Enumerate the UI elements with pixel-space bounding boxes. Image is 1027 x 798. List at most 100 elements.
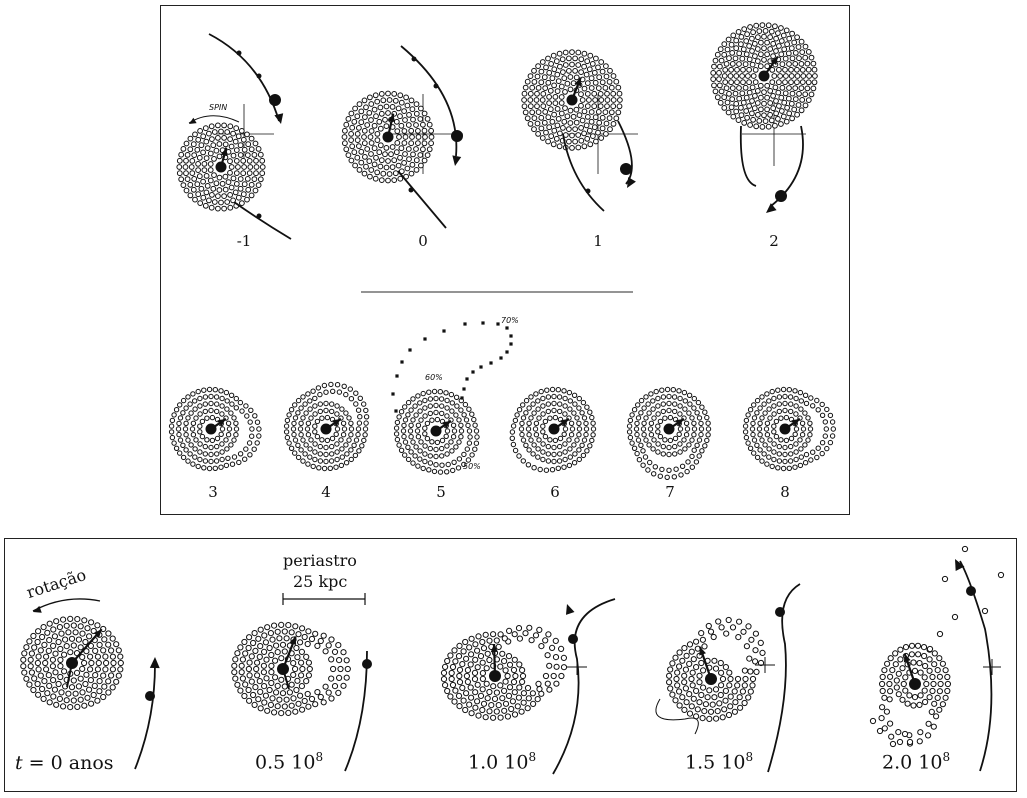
disc-particle xyxy=(421,140,428,147)
disc-particle xyxy=(900,680,907,688)
disc-particle xyxy=(524,115,531,122)
disc-particle xyxy=(911,667,919,674)
disc-particle xyxy=(334,403,340,409)
disc-particle xyxy=(512,447,519,454)
disc-particle xyxy=(315,385,322,391)
disc-particle xyxy=(417,408,423,414)
disc-particle xyxy=(798,398,804,404)
disc-particle xyxy=(202,394,209,400)
disc-particle xyxy=(227,158,233,165)
disc-particle xyxy=(307,406,313,412)
disc-particle xyxy=(466,428,473,434)
disc-particle xyxy=(413,444,419,450)
disc-particle xyxy=(56,695,64,702)
spin-direction-arrowhead xyxy=(189,117,197,124)
spin-vector-arrowhead xyxy=(770,56,778,66)
disc-particle xyxy=(180,442,186,448)
disc-particle xyxy=(336,657,343,664)
disc-particle xyxy=(807,420,813,426)
disc-particle xyxy=(743,643,751,650)
disc-particle xyxy=(30,686,37,694)
disc-particle xyxy=(312,395,318,402)
disc-particle xyxy=(243,403,249,409)
disc-particle xyxy=(86,633,93,640)
disc-particle xyxy=(766,446,772,452)
disc-particle xyxy=(534,103,540,110)
disc-particle xyxy=(192,454,198,460)
disc-particle xyxy=(474,698,481,705)
disc-particle xyxy=(562,441,568,447)
disc-particle xyxy=(914,642,922,649)
disc-particle xyxy=(444,469,450,475)
disc-particle xyxy=(305,420,312,426)
disc-particle xyxy=(246,170,253,177)
disc-particle xyxy=(684,426,691,432)
disc-particle xyxy=(669,691,676,698)
disc-particle xyxy=(773,418,780,425)
disc-particle xyxy=(328,675,335,682)
disc-particle xyxy=(771,423,777,429)
disc-particle xyxy=(53,618,60,625)
disc-particle xyxy=(323,458,329,465)
disc-particle xyxy=(233,147,240,154)
disc-particle xyxy=(396,134,402,140)
disc-particle xyxy=(31,675,38,682)
disc-particle xyxy=(736,618,743,625)
disc-particle xyxy=(371,161,378,168)
disc-particle xyxy=(74,616,81,623)
disc-particle xyxy=(757,63,764,70)
disc-particle xyxy=(188,442,194,448)
disc-particle xyxy=(452,658,459,665)
disc-particle xyxy=(931,650,938,657)
disc-particle xyxy=(82,680,89,688)
disc-particle xyxy=(689,669,696,676)
disc-particle xyxy=(529,84,536,91)
disc-particle xyxy=(686,660,693,668)
disc-particle xyxy=(596,74,603,81)
disc-particle xyxy=(444,443,450,449)
spin-vector-arrowhead xyxy=(490,644,498,653)
disc-particle xyxy=(219,456,225,463)
disc-particle xyxy=(249,433,255,439)
disc-particle xyxy=(349,143,356,150)
orbit-path xyxy=(552,598,616,775)
disc-particle xyxy=(576,426,583,432)
disc-particle xyxy=(527,90,534,97)
disc-particle xyxy=(292,415,299,421)
disc-particle xyxy=(267,630,274,637)
disc-particle xyxy=(241,692,248,700)
disc-particle xyxy=(807,432,813,438)
disc-particle xyxy=(451,428,458,434)
disc-particle xyxy=(238,662,245,669)
disc-particle xyxy=(474,434,480,440)
disc-particle xyxy=(673,466,679,472)
disc-particle xyxy=(248,181,255,188)
disc-particle xyxy=(714,708,721,715)
disc-particle xyxy=(465,457,472,463)
disc-particle xyxy=(678,472,684,478)
disc-particle xyxy=(916,701,923,708)
disc-particle xyxy=(34,691,42,698)
disc-particle xyxy=(562,456,568,463)
disc-particle xyxy=(368,167,375,173)
disc-particle xyxy=(537,466,543,473)
disc-particle xyxy=(598,59,605,65)
disc-particle xyxy=(724,46,731,53)
disc-particle xyxy=(410,439,416,445)
disc-particle xyxy=(588,109,595,115)
disc-particle xyxy=(278,621,285,629)
disc-particle xyxy=(727,693,734,700)
disc-particle xyxy=(604,103,610,110)
disc-particle xyxy=(531,442,537,448)
disc-particle xyxy=(349,124,356,131)
disc-particle xyxy=(942,694,949,701)
disc-particle xyxy=(466,701,473,708)
disc-particle xyxy=(20,663,27,670)
disc-particle xyxy=(190,186,197,193)
disc-particle xyxy=(221,205,227,212)
disc-particle xyxy=(200,178,206,185)
disc-particle xyxy=(587,52,594,59)
tidal-stream-particle xyxy=(395,374,399,378)
disc-particle xyxy=(272,674,279,681)
disc-particle xyxy=(519,431,525,438)
